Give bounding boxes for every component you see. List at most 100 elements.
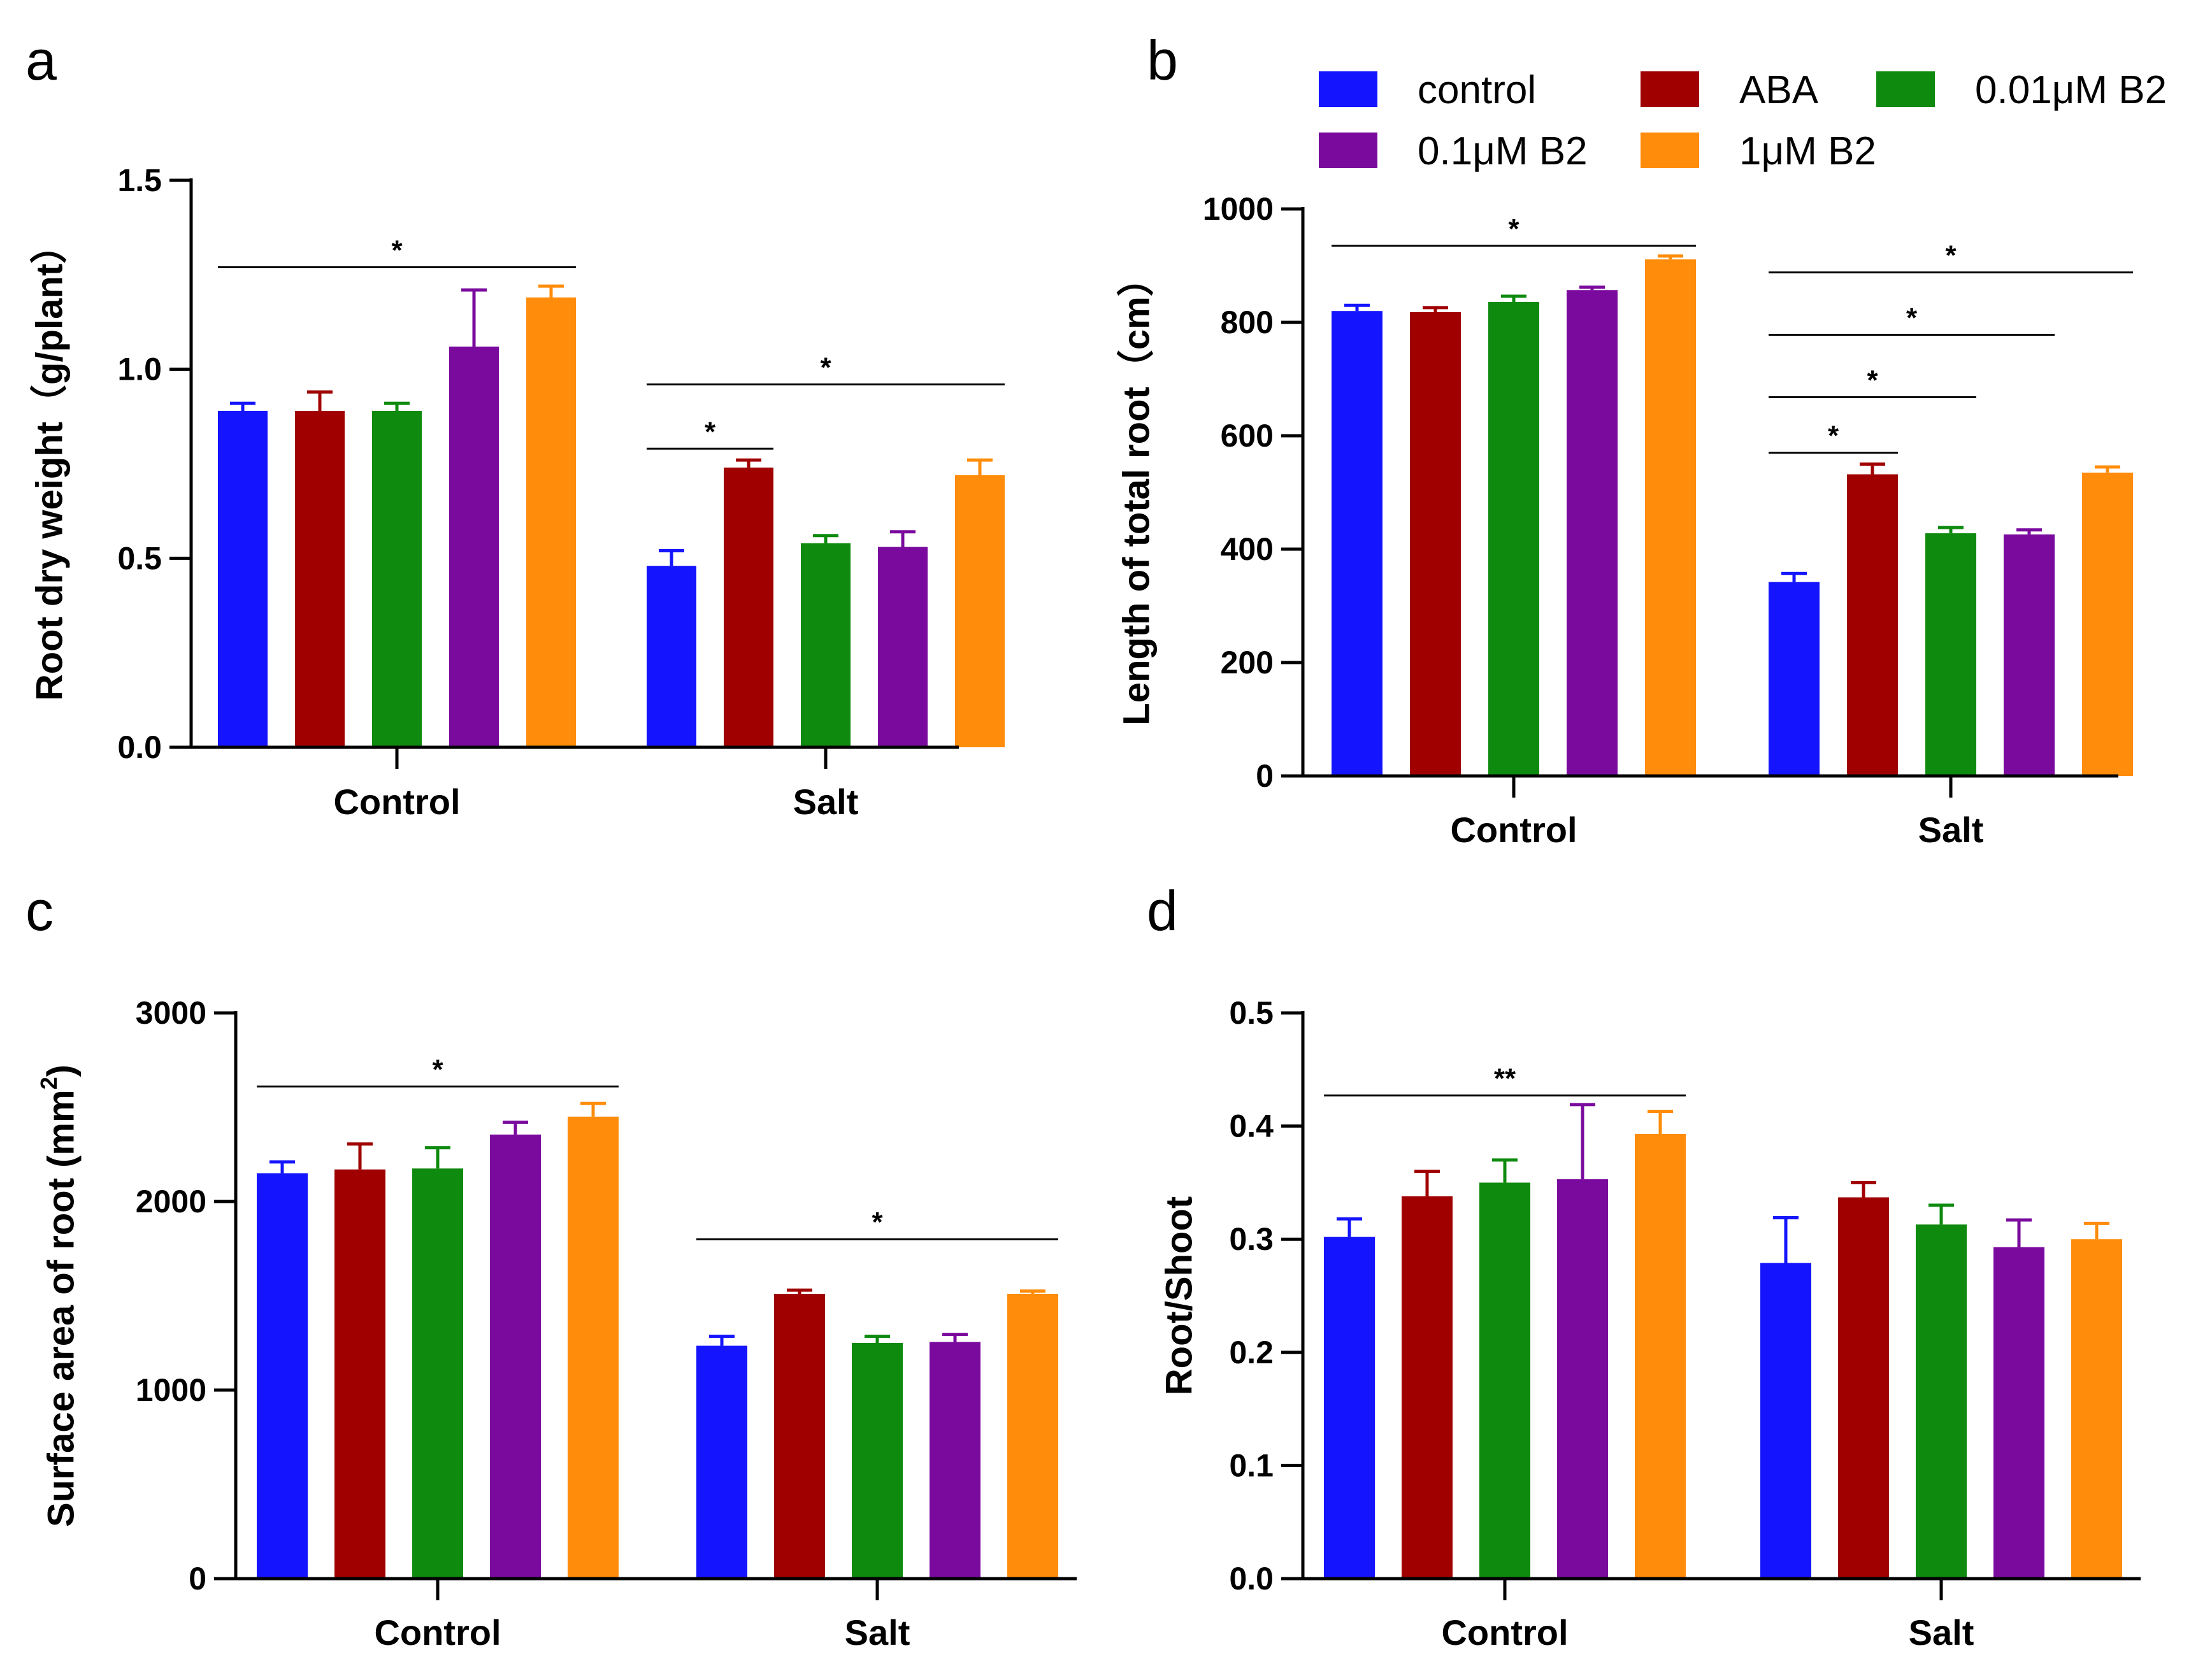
y-tick-label: 0.0 xyxy=(1229,1561,1274,1596)
panel-letter-d: d xyxy=(1147,879,1178,942)
legend-item-3: 0.1μM B2 xyxy=(1319,129,1588,173)
category-label-salt: Salt xyxy=(1918,810,1984,850)
bar-salt-3 xyxy=(878,547,928,747)
y-tick-label: 1000 xyxy=(136,1372,206,1408)
category-label-control: Control xyxy=(374,1612,501,1653)
significance-label: ** xyxy=(1494,1063,1516,1094)
bar-salt-1 xyxy=(1838,1197,1889,1579)
y-axis-title: Root dry weight（g/plant） xyxy=(29,227,70,701)
y-axis-title: Root/Shoot xyxy=(1158,1196,1200,1395)
legend-swatch xyxy=(1641,133,1699,168)
chart-panel-a: a 0.0 0.5 1.0 1.5 Control Salt Root dry weight（… xyxy=(25,29,1005,822)
y-tick-label: 800 xyxy=(1221,305,1274,340)
y-tick-label: 200 xyxy=(1221,645,1274,680)
category-label-control: Control xyxy=(1450,810,1577,850)
category-label-salt: Salt xyxy=(1909,1612,1974,1653)
legend-swatch xyxy=(1319,71,1377,107)
significance-label: * xyxy=(820,352,831,383)
legend-item-0: control xyxy=(1319,68,1536,112)
bar-salt-3 xyxy=(2004,534,2055,776)
legend-swatch xyxy=(1641,71,1699,107)
bar-control-2 xyxy=(412,1168,463,1579)
bar-salt-4 xyxy=(955,475,1005,747)
bar-control-4 xyxy=(526,297,576,747)
legend-label: ABA xyxy=(1739,68,1819,112)
bar-control-3 xyxy=(490,1134,541,1579)
significance-label: * xyxy=(1508,213,1519,245)
bar-control-3 xyxy=(1567,290,1618,776)
bar-salt-1 xyxy=(1847,474,1898,776)
y-tick-label: 400 xyxy=(1221,531,1274,567)
y-tick-label: 1000 xyxy=(1203,191,1274,227)
bar-salt-1 xyxy=(724,467,773,747)
bar-salt-4 xyxy=(2082,472,2133,776)
significance-label: * xyxy=(1945,240,1957,271)
bar-salt-0 xyxy=(1760,1263,1811,1579)
category-label-control: Control xyxy=(1441,1612,1568,1653)
bar-salt-0 xyxy=(1769,582,1820,776)
bar-salt-3 xyxy=(1993,1247,2044,1579)
y-tick-label: 0.4 xyxy=(1229,1108,1274,1144)
y-tick-label: 0.5 xyxy=(117,540,162,576)
y-tick-label: 0.2 xyxy=(1229,1335,1274,1370)
bar-control-0 xyxy=(218,410,268,747)
bar-control-0 xyxy=(1324,1237,1375,1579)
y-tick-label: 0.5 xyxy=(1229,995,1274,1031)
bar-salt-3 xyxy=(930,1342,980,1579)
chart-panel-c: c 0 1000 2000 3000 Control Salt Surface area of… xyxy=(25,879,1077,1653)
bar-salt-0 xyxy=(647,566,696,747)
category-label-control: Control xyxy=(333,782,460,822)
category-label-salt: Salt xyxy=(793,782,859,822)
legend-swatch xyxy=(1319,133,1377,168)
y-tick-label: 0 xyxy=(1256,758,1274,794)
significance-label: * xyxy=(391,234,403,266)
panels: a 0.0 0.5 1.0 1.5 Control Salt Root dry weight（… xyxy=(25,29,2141,1653)
legend-label: 1μM B2 xyxy=(1739,129,1876,173)
y-axis-title: Surface area of root (mm2) xyxy=(36,1065,82,1527)
y-tick-label: 2000 xyxy=(136,1184,206,1219)
y-tick-label: 0 xyxy=(189,1561,206,1596)
bar-salt-2 xyxy=(852,1343,903,1579)
bar-salt-2 xyxy=(801,543,851,747)
y-tick-label: 3000 xyxy=(136,995,206,1031)
bar-control-3 xyxy=(1557,1179,1608,1579)
significance-label: * xyxy=(705,416,716,447)
bar-control-2 xyxy=(1479,1182,1530,1579)
y-axis-title: Length of total root（cm） xyxy=(1116,259,1157,725)
bar-control-1 xyxy=(1402,1196,1453,1579)
legend: control ABA 0.01μM B2 0.1μM B2 1μM B2 xyxy=(1319,68,2167,173)
y-tick-label: 1.0 xyxy=(117,352,162,387)
bar-control-0 xyxy=(1332,311,1382,776)
bar-control-3 xyxy=(449,347,499,747)
bar-control-1 xyxy=(334,1169,385,1579)
legend-item-4: 1μM B2 xyxy=(1641,129,1876,173)
bar-salt-4 xyxy=(2071,1239,2122,1579)
bar-salt-2 xyxy=(1916,1224,1967,1579)
panel-letter-b: b xyxy=(1147,29,1178,92)
y-tick-label: 0.3 xyxy=(1229,1221,1274,1257)
y-tick-label: 0.1 xyxy=(1229,1447,1274,1483)
bar-control-4 xyxy=(1645,259,1696,777)
y-tick-label: 0.0 xyxy=(117,729,162,765)
bar-salt-0 xyxy=(696,1345,747,1579)
bar-control-2 xyxy=(1488,301,1539,777)
legend-label: control xyxy=(1418,68,1536,112)
bar-control-1 xyxy=(295,410,345,747)
legend-label: 0.01μM B2 xyxy=(1975,68,2167,112)
legend-item-1: ABA xyxy=(1641,68,1819,112)
chart-panel-b: b 0 200 400 600 800 1000 Control Salt Length of t… xyxy=(1116,29,2133,850)
significance-label: * xyxy=(872,1207,883,1238)
significance-label: * xyxy=(432,1054,443,1085)
significance-label: * xyxy=(1867,364,1878,396)
significance-label: * xyxy=(1906,303,1918,334)
bar-control-1 xyxy=(1410,312,1461,777)
legend-swatch xyxy=(1876,71,1935,107)
bar-control-2 xyxy=(372,410,422,747)
chart-panel-d: d 0.0 0.1 0.2 0.3 0.4 0.5 Control Salt Root/Shoot… xyxy=(1147,879,2141,1653)
bar-control-4 xyxy=(1635,1134,1686,1579)
bar-control-4 xyxy=(568,1116,619,1579)
category-label-salt: Salt xyxy=(845,1612,910,1653)
y-tick-label: 600 xyxy=(1221,418,1274,454)
panel-letter-c: c xyxy=(25,879,54,942)
